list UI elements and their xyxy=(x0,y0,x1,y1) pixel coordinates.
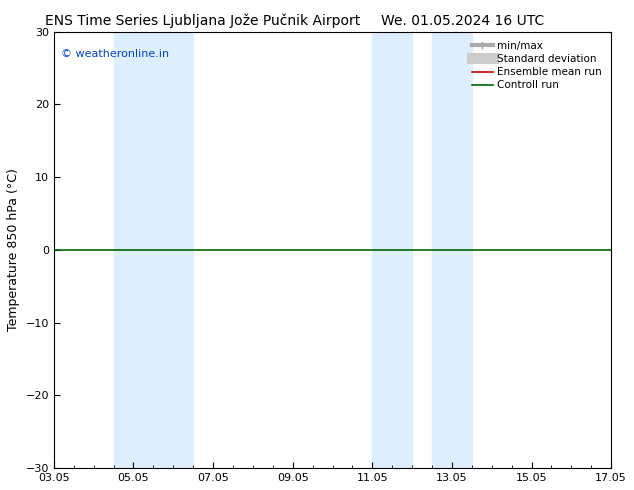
Bar xyxy=(113,31,153,468)
Text: © weatheronline.in: © weatheronline.in xyxy=(61,49,169,59)
Legend: min/max, Standard deviation, Ensemble mean run, Controll run: min/max, Standard deviation, Ensemble me… xyxy=(468,37,606,95)
Text: ENS Time Series Ljubljana Jože Pučnik Airport: ENS Time Series Ljubljana Jože Pučnik Ai… xyxy=(45,14,361,28)
Bar xyxy=(372,31,412,468)
Bar xyxy=(432,31,472,468)
Y-axis label: Temperature 850 hPa (°C): Temperature 850 hPa (°C) xyxy=(7,169,20,331)
Text: We. 01.05.2024 16 UTC: We. 01.05.2024 16 UTC xyxy=(381,14,545,28)
Bar xyxy=(153,31,193,468)
